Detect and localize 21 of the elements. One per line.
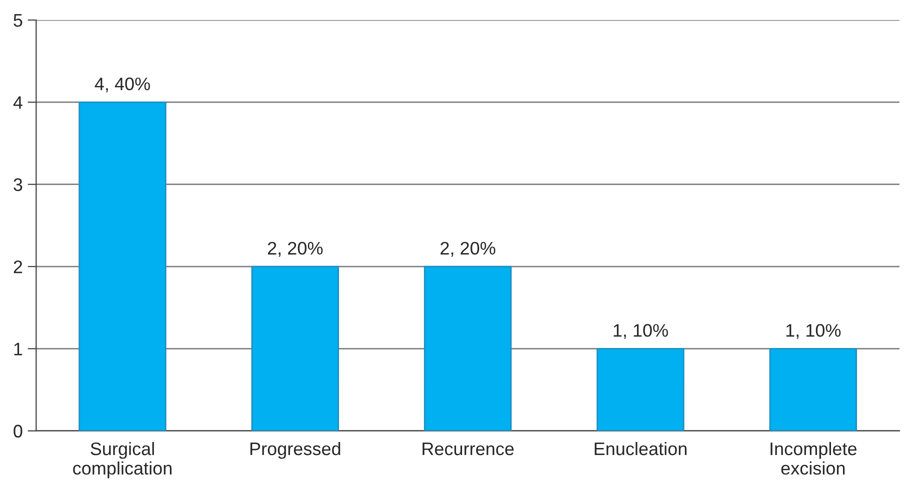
- x-tick-label: Recurrence: [422, 442, 514, 456]
- data-label: 2, 20%: [268, 242, 323, 257]
- data-label: 2, 20%: [440, 242, 496, 257]
- bar: [78, 102, 166, 431]
- bar: [596, 348, 684, 431]
- y-tick-label: 0: [14, 424, 22, 438]
- y-tick-label: 2: [14, 260, 22, 274]
- x-tick-label: Incomplete excision: [770, 442, 857, 475]
- y-tick-label: 1: [14, 342, 22, 356]
- data-label: 1, 10%: [786, 324, 841, 339]
- x-tick-label: Surgical complication: [73, 442, 172, 478]
- y-tick-label: 4: [13, 96, 22, 109]
- x-tick-label: Enucleation: [594, 442, 686, 456]
- x-tick-label: Progressed: [250, 442, 340, 459]
- bar: [251, 266, 340, 431]
- bar: [769, 348, 858, 431]
- y-tick-label: 5: [14, 14, 22, 27]
- data-label: 1, 10%: [614, 324, 668, 339]
- bar: [424, 266, 512, 431]
- data-label: 4, 40%: [94, 78, 150, 92]
- y-tick-label: 3: [14, 178, 22, 192]
